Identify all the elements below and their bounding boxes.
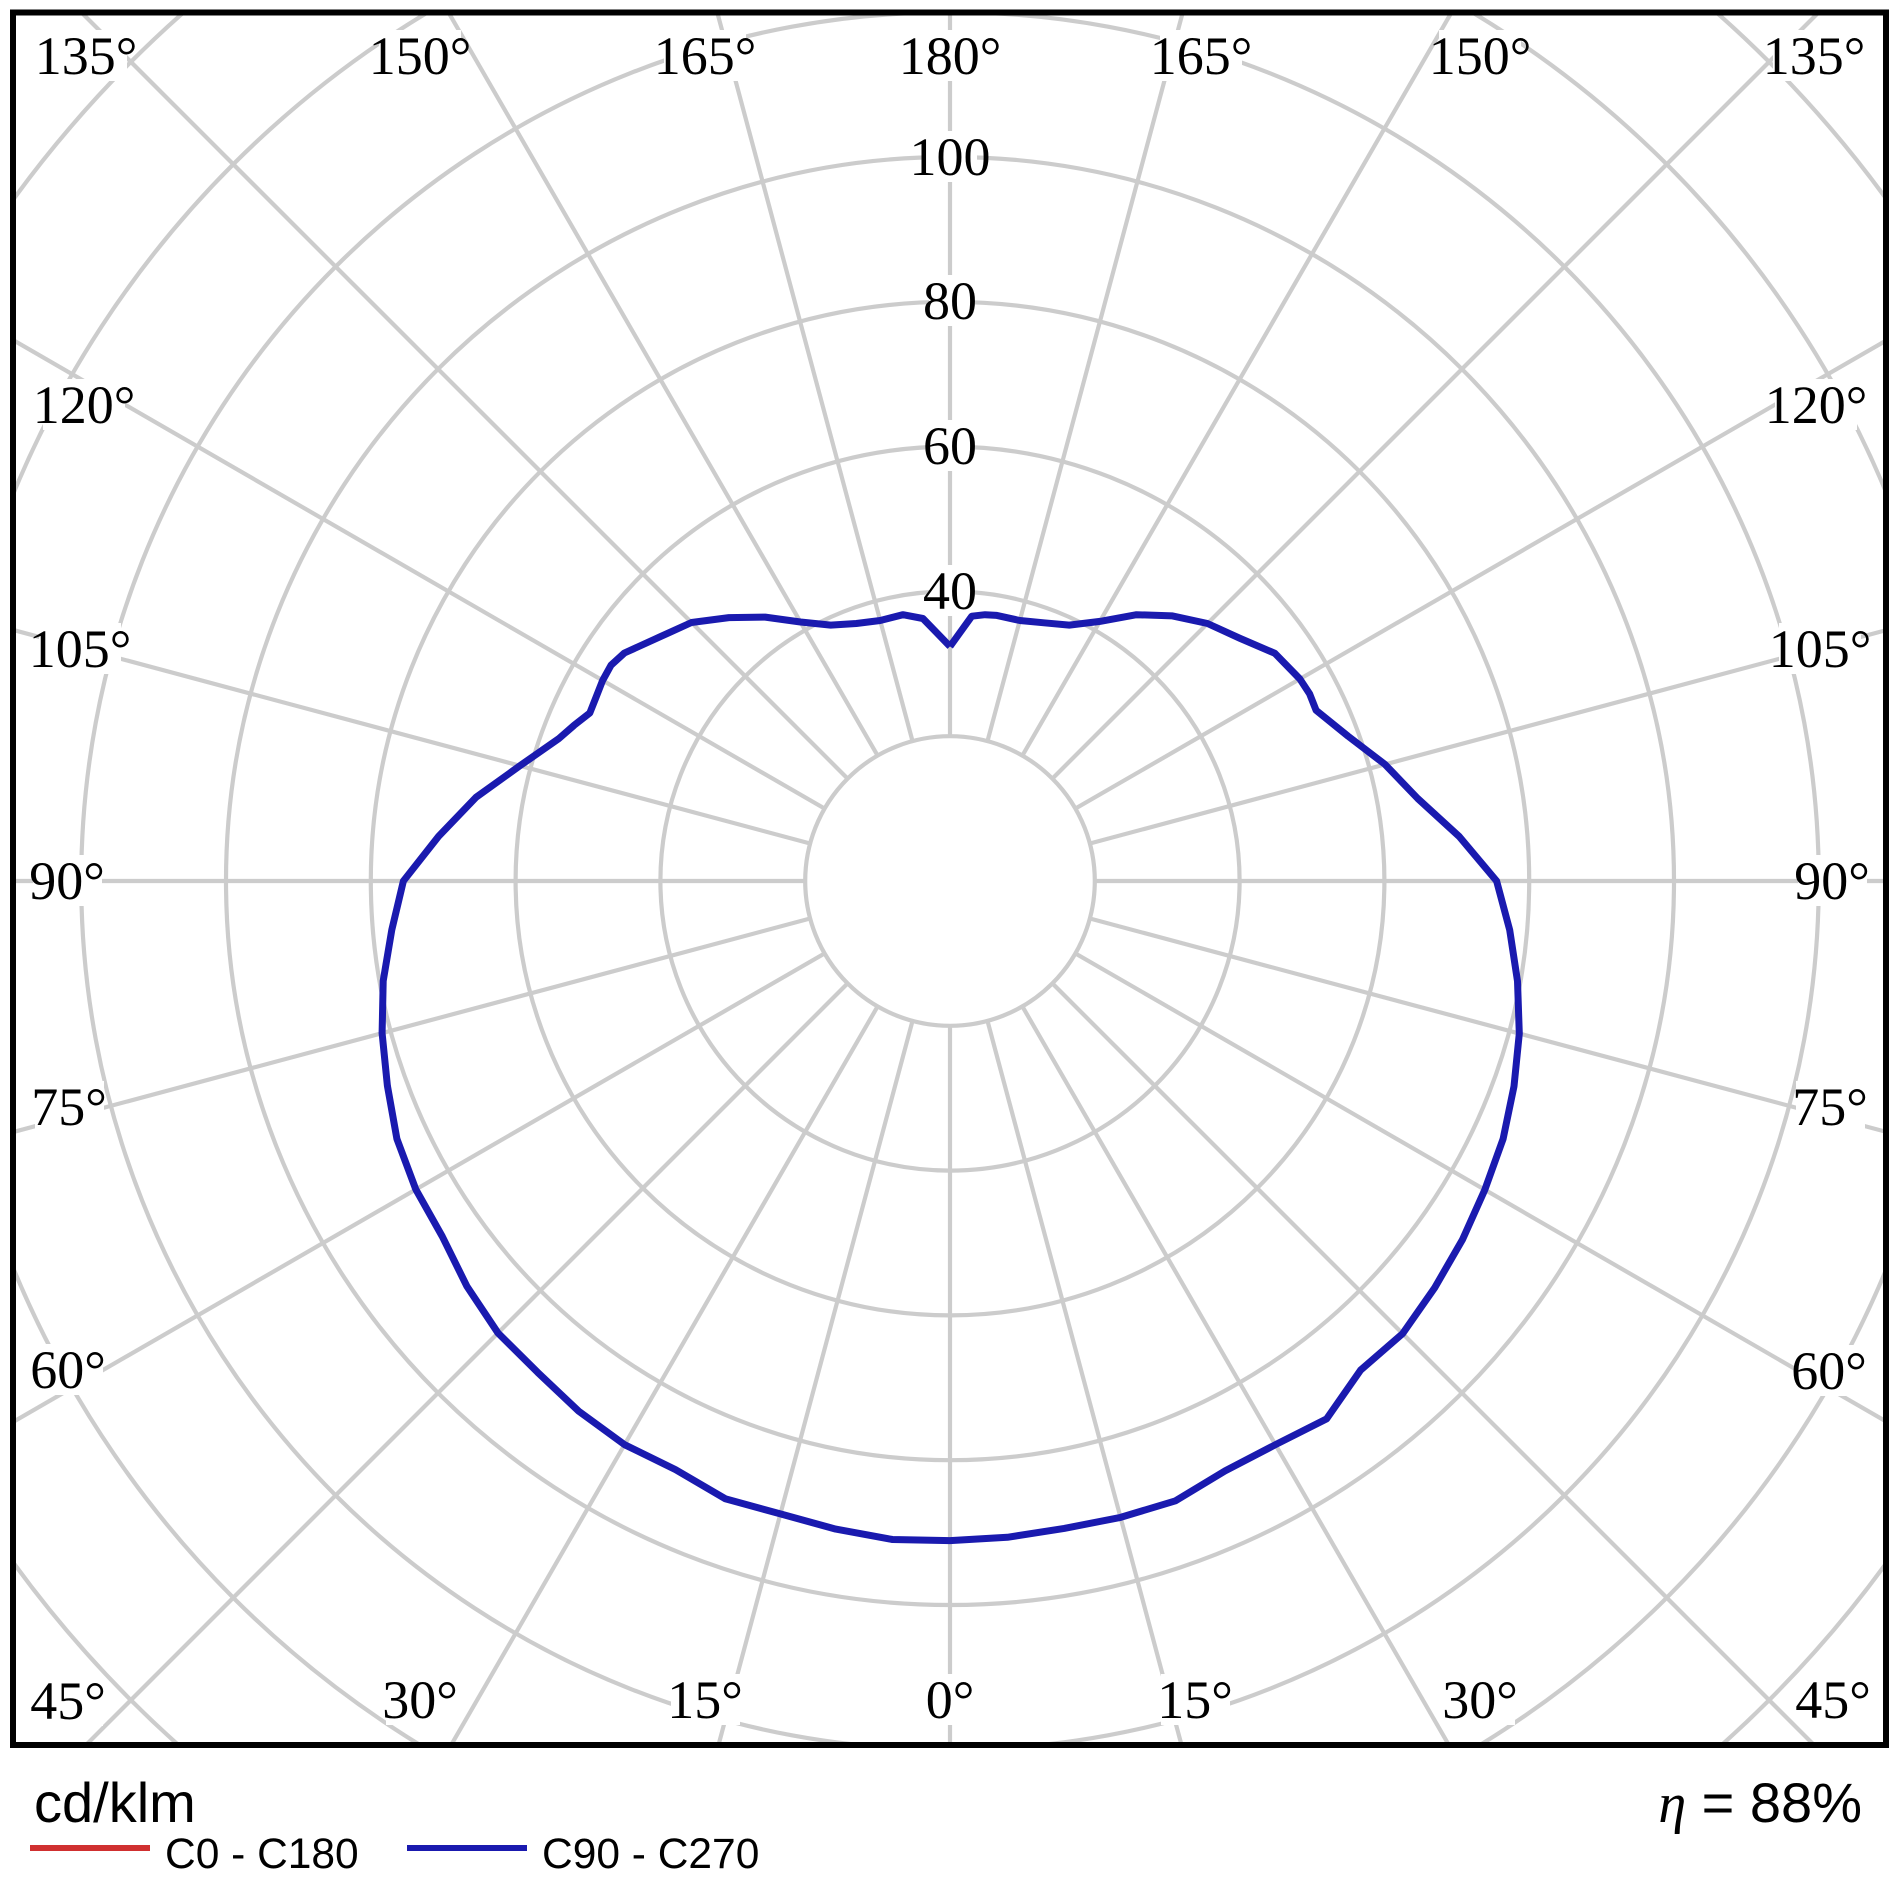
svg-text:30°: 30° [382,1670,458,1730]
svg-text:C90 - C270: C90 - C270 [542,1831,759,1878]
svg-text:75°: 75° [1792,1077,1868,1137]
svg-text:C0 - C180: C0 - C180 [165,1831,359,1878]
svg-text:cd/klm: cd/klm [34,1771,196,1834]
svg-text:15°: 15° [1157,1670,1233,1730]
svg-text:60°: 60° [30,1340,106,1400]
svg-text:105°: 105° [29,619,132,679]
svg-text:135°: 135° [1763,26,1866,86]
svg-text:120°: 120° [33,375,136,435]
svg-text:100: 100 [910,127,991,187]
svg-text:15°: 15° [667,1670,743,1730]
svg-text:165°: 165° [1150,26,1253,86]
svg-text:150°: 150° [369,26,472,86]
svg-text:105°: 105° [1769,619,1872,679]
svg-text:40: 40 [923,561,977,621]
svg-text:30°: 30° [1442,1670,1518,1730]
svg-text:80: 80 [923,271,977,331]
svg-text:η = 88%: η = 88% [1658,1771,1862,1835]
svg-text:180°: 180° [899,26,1002,86]
svg-text:0°: 0° [926,1670,975,1730]
svg-text:45°: 45° [1795,1670,1871,1730]
svg-text:90°: 90° [29,851,105,911]
svg-text:120°: 120° [1765,375,1868,435]
svg-text:90°: 90° [1794,851,1870,911]
svg-text:165°: 165° [654,26,757,86]
svg-text:135°: 135° [35,26,138,86]
svg-text:60: 60 [923,416,977,476]
svg-text:150°: 150° [1429,26,1532,86]
svg-text:60°: 60° [1791,1341,1867,1401]
svg-text:75°: 75° [31,1077,107,1137]
svg-text:45°: 45° [30,1671,106,1731]
